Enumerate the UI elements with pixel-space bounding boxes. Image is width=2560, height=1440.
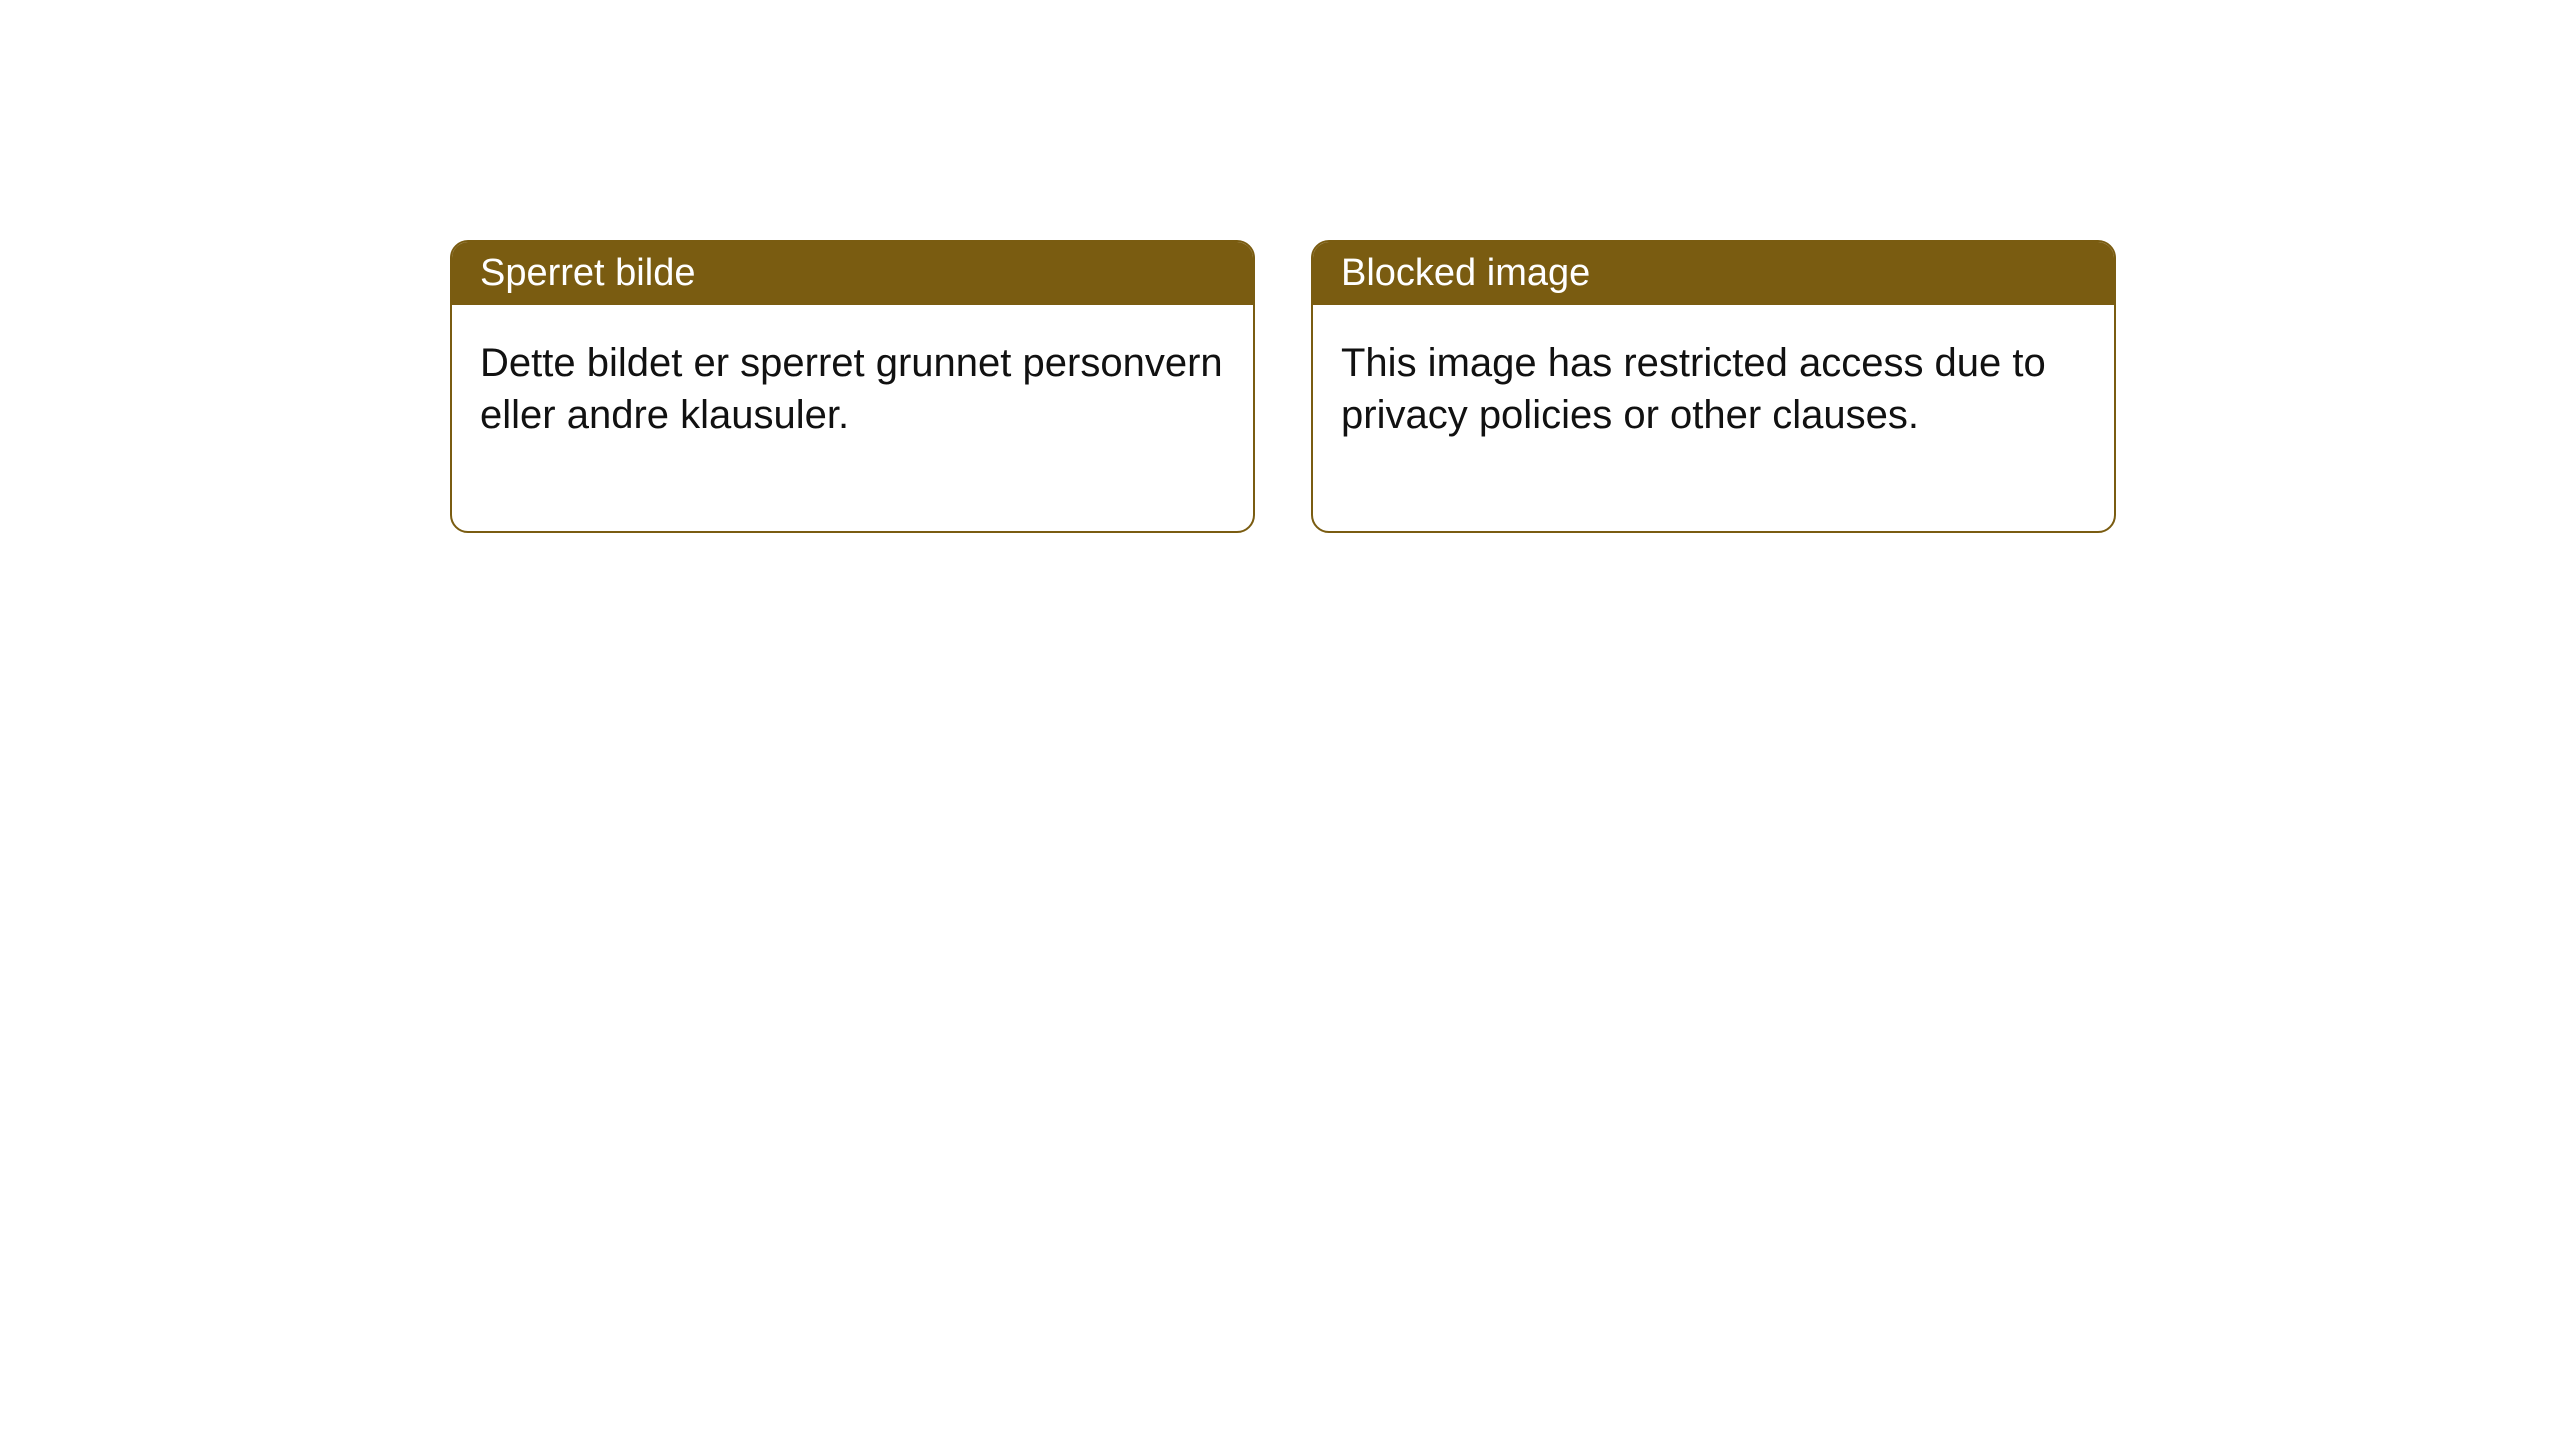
- card-header-no: Sperret bilde: [452, 242, 1253, 305]
- notice-container: Sperret bilde Dette bildet er sperret gr…: [0, 0, 2560, 533]
- blocked-image-card-no: Sperret bilde Dette bildet er sperret gr…: [450, 240, 1255, 533]
- card-header-en: Blocked image: [1313, 242, 2114, 305]
- card-body-en: This image has restricted access due to …: [1313, 305, 2114, 531]
- card-body-no: Dette bildet er sperret grunnet personve…: [452, 305, 1253, 531]
- blocked-image-card-en: Blocked image This image has restricted …: [1311, 240, 2116, 533]
